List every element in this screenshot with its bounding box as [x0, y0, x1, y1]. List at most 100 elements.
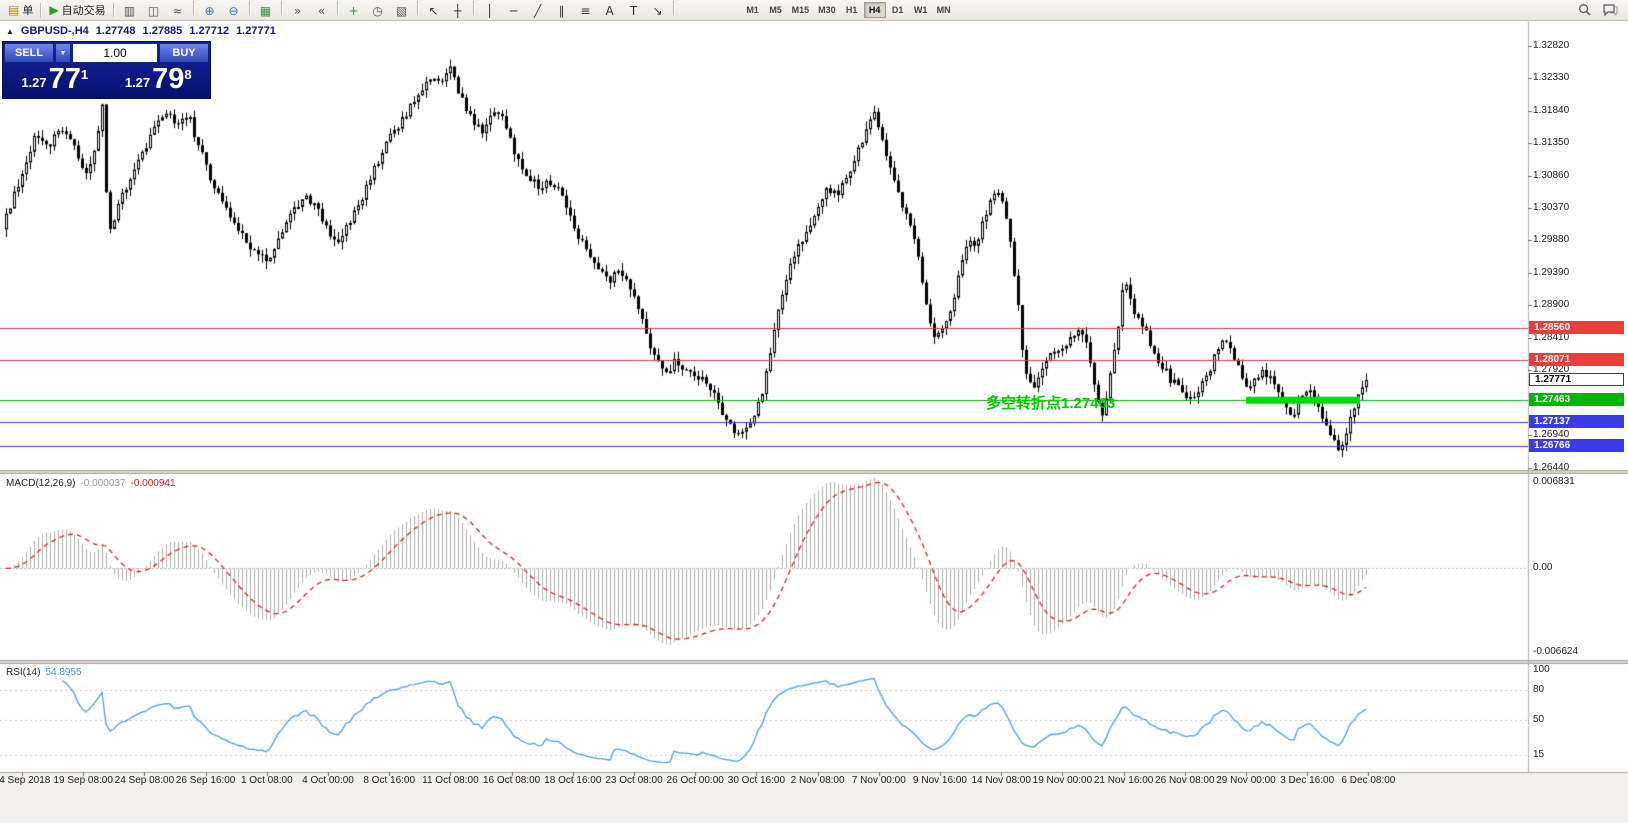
indicators-button[interactable]: +: [342, 2, 366, 19]
rsi-indicator-label: RSI(14) 54.8955: [6, 667, 82, 678]
timeframe-mn-button[interactable]: MN: [933, 2, 955, 18]
periods-icon: ◷: [372, 3, 383, 18]
text-icon: A: [605, 3, 614, 18]
timeframe-toolbar: M1 M5 M15 M30 H1 H4 D1 W1 MN: [742, 2, 955, 18]
horizontal-line-button[interactable]: ─: [502, 2, 526, 19]
tile-windows-icon: ▦: [259, 3, 272, 18]
line-chart-button[interactable]: ≈: [166, 2, 190, 19]
templates-icon: ▧: [395, 3, 408, 18]
buy-button[interactable]: BUY: [159, 43, 209, 63]
chat-icon: [1602, 3, 1617, 16]
symbol-ohlc-header: ▲ GBPUSD-,H4 1.27748 1.27885 1.27712 1.2…: [6, 25, 276, 37]
chat-button[interactable]: [1598, 1, 1622, 18]
rsi-name: RSI(14): [6, 667, 41, 678]
buy-price-prefix: 1.27: [124, 75, 151, 90]
channel-icon: ∥: [558, 3, 565, 18]
zoom-out-button[interactable]: ⊖: [222, 2, 246, 19]
fibonacci-icon: ≡: [580, 3, 591, 18]
auto-scroll-icon: »: [293, 3, 302, 18]
buy-price-quote[interactable]: 1.27 79 8: [107, 64, 211, 98]
autotrading-button[interactable]: ▶ 自动交易: [45, 2, 109, 19]
annotation-text[interactable]: 多空转折点1.27463: [986, 395, 1116, 412]
macd-main-value: -0.000037: [80, 478, 126, 489]
timeframe-h4-button[interactable]: H4: [863, 2, 886, 18]
candlestick-button[interactable]: ◫: [142, 2, 166, 19]
toolbar-separator: [672, 0, 675, 15]
trendline-icon: ╱: [533, 3, 542, 18]
sell-price-prefix: 1.27: [21, 75, 47, 90]
sell-price-quote[interactable]: 1.27 77 1: [3, 64, 107, 98]
buy-price-sup: 8: [184, 67, 192, 82]
cursor-button[interactable]: ↖: [422, 2, 446, 19]
toolbar-separator: [472, 0, 475, 15]
new-order-label: 单: [22, 5, 34, 17]
line-chart-icon: ≈: [172, 3, 183, 18]
open-value: 1.27748: [95, 25, 136, 37]
label-button[interactable]: T: [622, 2, 646, 19]
timeframe-m1-button[interactable]: M1: [742, 2, 764, 18]
zoom-out-icon: ⊖: [228, 3, 239, 18]
toolbar-right-group: [1572, 1, 1622, 18]
toolbar-separator: [280, 0, 283, 15]
low-value: 1.27712: [189, 25, 230, 37]
arrow-tools-button[interactable]: ↘: [646, 2, 670, 19]
indicators-icon: +: [348, 3, 359, 18]
channel-button[interactable]: ∥: [550, 2, 574, 19]
new-order-button[interactable]: ▤ 单: [4, 2, 37, 19]
timeframe-m5-button[interactable]: M5: [765, 2, 787, 18]
auto-scroll-button[interactable]: »: [286, 2, 310, 19]
fibonacci-button[interactable]: ≡: [574, 2, 598, 19]
macd-name: MACD(12,26,9): [6, 478, 76, 489]
horizontal-line-icon: ─: [509, 3, 518, 18]
toolbar: ▤ 单 ▶ 自动交易 ▥ ◫ ≈ ⊕ ⊖ ▦ » « + ◷ ▧ ↖ ┼ │ ─ ╱ ∥ ≡ A T ↘ M1 M5 M15…: [0, 0, 1628, 21]
bar-chart-button[interactable]: ▥: [118, 2, 142, 19]
autotrading-label: 自动交易: [61, 5, 106, 17]
macd-signal-value: -0.000941: [130, 478, 176, 489]
toolbar-separator: [40, 3, 43, 17]
chart-shift-icon: «: [317, 3, 326, 18]
periods-button[interactable]: ◷: [366, 2, 390, 19]
rsi-value: 54.8955: [45, 667, 82, 678]
bar-chart-icon: ▥: [123, 3, 136, 18]
volume-dropdown-button[interactable]: ▼: [55, 43, 71, 63]
autotrading-icon: ▶: [49, 3, 59, 17]
timeframe-m30-button[interactable]: M30: [814, 2, 840, 18]
timeframe-h1-button[interactable]: H1: [841, 2, 863, 18]
sell-price-sup: 1: [80, 67, 89, 82]
label-icon: T: [629, 3, 638, 18]
search-button[interactable]: [1572, 1, 1596, 18]
vertical-line-button[interactable]: │: [478, 2, 502, 19]
timeframe-d1-button[interactable]: D1: [887, 2, 909, 18]
macd-indicator-label: MACD(12,26,9) -0.000037 -0.000941: [6, 478, 176, 489]
collapse-panel-icon[interactable]: ▲: [6, 26, 14, 36]
chart-shift-button[interactable]: «: [310, 2, 334, 19]
crosshair-button[interactable]: ┼: [446, 2, 470, 19]
sell-button[interactable]: SELL: [4, 43, 54, 63]
toolbar-separator: [192, 0, 195, 15]
templates-button[interactable]: ▧: [390, 2, 414, 19]
price-quote-display: 1.27 77 1 1.27 79 8: [3, 64, 210, 98]
vertical-line-icon: │: [485, 3, 494, 18]
zoom-in-button[interactable]: ⊕: [198, 2, 222, 19]
cursor-icon: ↖: [428, 3, 439, 18]
toolbar-separator: [112, 3, 115, 17]
toolbar-separator: [416, 0, 419, 15]
toolbar-separator: [248, 0, 251, 15]
one-click-trading-panel: SELL ▼ BUY 1.27 77 1 1.27 79 8: [2, 41, 211, 99]
arrow-tools-icon: ↘: [652, 3, 663, 18]
timeframe-m15-button[interactable]: M15: [788, 2, 814, 18]
search-icon: [1578, 4, 1591, 16]
zoom-in-icon: ⊕: [204, 3, 215, 18]
sell-price-big: 77: [48, 63, 81, 95]
crosshair-icon: ┼: [453, 3, 462, 18]
new-order-icon: ▤: [8, 3, 20, 17]
toolbar-separator: [336, 0, 339, 15]
timeframe-w1-button[interactable]: W1: [910, 2, 932, 18]
close-value: 1.27771: [236, 25, 276, 37]
text-button[interactable]: A: [598, 2, 622, 19]
trendline-button[interactable]: ╱: [526, 2, 550, 19]
tile-windows-button[interactable]: ▦: [254, 2, 278, 19]
candlestick-icon: ◫: [147, 3, 160, 18]
volume-input[interactable]: [72, 43, 158, 63]
